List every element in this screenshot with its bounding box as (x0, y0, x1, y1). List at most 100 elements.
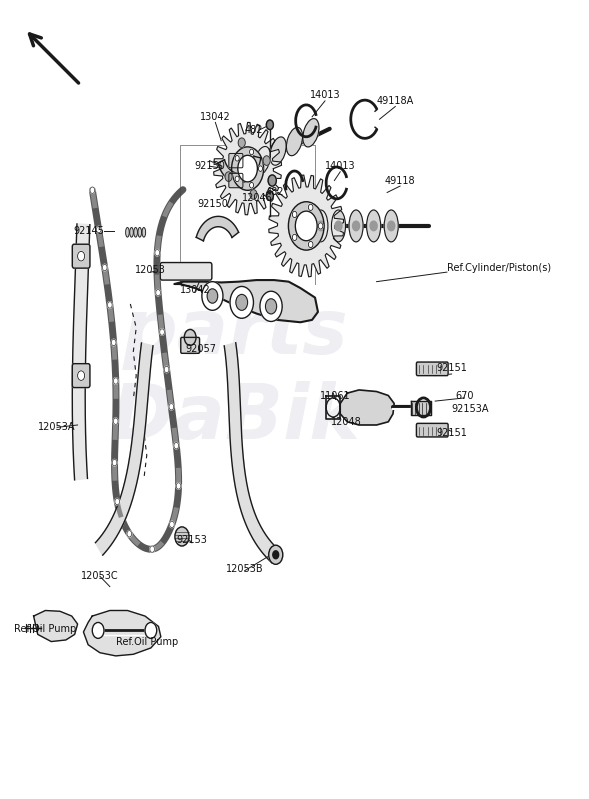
Circle shape (225, 172, 232, 181)
Polygon shape (340, 390, 394, 425)
Circle shape (259, 166, 263, 172)
FancyBboxPatch shape (416, 362, 448, 376)
Circle shape (78, 371, 85, 380)
Circle shape (175, 527, 189, 546)
FancyBboxPatch shape (160, 263, 212, 280)
Ellipse shape (366, 210, 380, 242)
Ellipse shape (125, 228, 129, 237)
Circle shape (309, 205, 313, 210)
Text: 482: 482 (266, 188, 284, 197)
Circle shape (318, 223, 323, 229)
Ellipse shape (303, 118, 319, 147)
Circle shape (176, 483, 181, 489)
Circle shape (114, 378, 118, 384)
Circle shape (230, 286, 253, 318)
Circle shape (155, 249, 160, 256)
Circle shape (113, 418, 118, 424)
Ellipse shape (134, 228, 137, 237)
Circle shape (263, 156, 270, 165)
Circle shape (111, 340, 116, 346)
Circle shape (235, 156, 239, 161)
Polygon shape (269, 175, 343, 276)
Polygon shape (174, 280, 318, 322)
FancyBboxPatch shape (181, 337, 200, 353)
Ellipse shape (314, 210, 328, 242)
FancyBboxPatch shape (229, 173, 243, 188)
Polygon shape (218, 157, 261, 183)
Polygon shape (84, 610, 161, 656)
Circle shape (169, 403, 174, 410)
Text: 11061: 11061 (320, 391, 351, 400)
Circle shape (250, 149, 254, 155)
Circle shape (97, 226, 101, 233)
Circle shape (78, 252, 85, 261)
Text: Ref.Oil Pump: Ref.Oil Pump (115, 638, 178, 647)
Text: 92153: 92153 (177, 535, 207, 546)
Text: 12053B: 12053B (226, 564, 263, 574)
Text: 92151: 92151 (436, 363, 467, 372)
Ellipse shape (332, 210, 346, 242)
Circle shape (353, 221, 359, 231)
Text: parts
DaBik: parts DaBik (111, 296, 361, 455)
Circle shape (260, 291, 282, 321)
Circle shape (207, 288, 218, 303)
Circle shape (250, 189, 257, 199)
Ellipse shape (384, 210, 398, 242)
Circle shape (266, 120, 273, 129)
Circle shape (231, 147, 264, 190)
Circle shape (127, 531, 132, 537)
Polygon shape (95, 343, 153, 555)
Circle shape (416, 398, 431, 417)
Circle shape (269, 545, 283, 564)
Text: 14013: 14013 (325, 161, 356, 171)
FancyBboxPatch shape (72, 244, 90, 268)
Text: 13042: 13042 (200, 112, 231, 121)
Text: 92150: 92150 (194, 161, 225, 171)
Circle shape (238, 138, 245, 148)
Circle shape (292, 234, 297, 240)
Text: 92057: 92057 (185, 344, 216, 354)
Circle shape (295, 211, 317, 240)
Circle shape (90, 187, 95, 193)
Text: 14013: 14013 (310, 90, 340, 101)
Text: 12053C: 12053C (81, 571, 119, 581)
Ellipse shape (138, 228, 141, 237)
Circle shape (92, 622, 104, 638)
Circle shape (370, 221, 377, 231)
Circle shape (155, 289, 160, 296)
Circle shape (266, 191, 273, 201)
Polygon shape (214, 122, 282, 215)
Polygon shape (34, 610, 78, 642)
Circle shape (202, 282, 223, 310)
Text: Ref.Cylinder/Piston(s): Ref.Cylinder/Piston(s) (447, 263, 551, 273)
Polygon shape (411, 401, 431, 415)
Text: 12053A: 12053A (38, 423, 76, 432)
Circle shape (102, 264, 107, 271)
Text: 13042: 13042 (180, 284, 210, 295)
Ellipse shape (286, 127, 303, 156)
Circle shape (268, 175, 276, 186)
FancyBboxPatch shape (416, 423, 448, 437)
Text: 92150: 92150 (197, 200, 228, 209)
FancyBboxPatch shape (72, 364, 90, 388)
Circle shape (335, 221, 342, 231)
Circle shape (164, 366, 169, 372)
Text: 49118: 49118 (385, 176, 415, 185)
Circle shape (289, 201, 324, 250)
Circle shape (112, 459, 117, 466)
Text: 670: 670 (455, 391, 474, 400)
Circle shape (266, 299, 277, 314)
Text: 12048: 12048 (330, 417, 362, 427)
Text: 12053: 12053 (135, 264, 166, 275)
Text: 92145: 92145 (73, 225, 104, 236)
Text: 92153A: 92153A (452, 404, 489, 414)
Circle shape (273, 551, 279, 559)
Polygon shape (224, 343, 279, 563)
Polygon shape (196, 217, 239, 240)
Ellipse shape (349, 210, 363, 242)
Circle shape (292, 212, 297, 217)
Circle shape (160, 329, 164, 336)
Ellipse shape (130, 228, 133, 237)
Circle shape (317, 221, 325, 231)
Text: 92151: 92151 (436, 428, 467, 438)
